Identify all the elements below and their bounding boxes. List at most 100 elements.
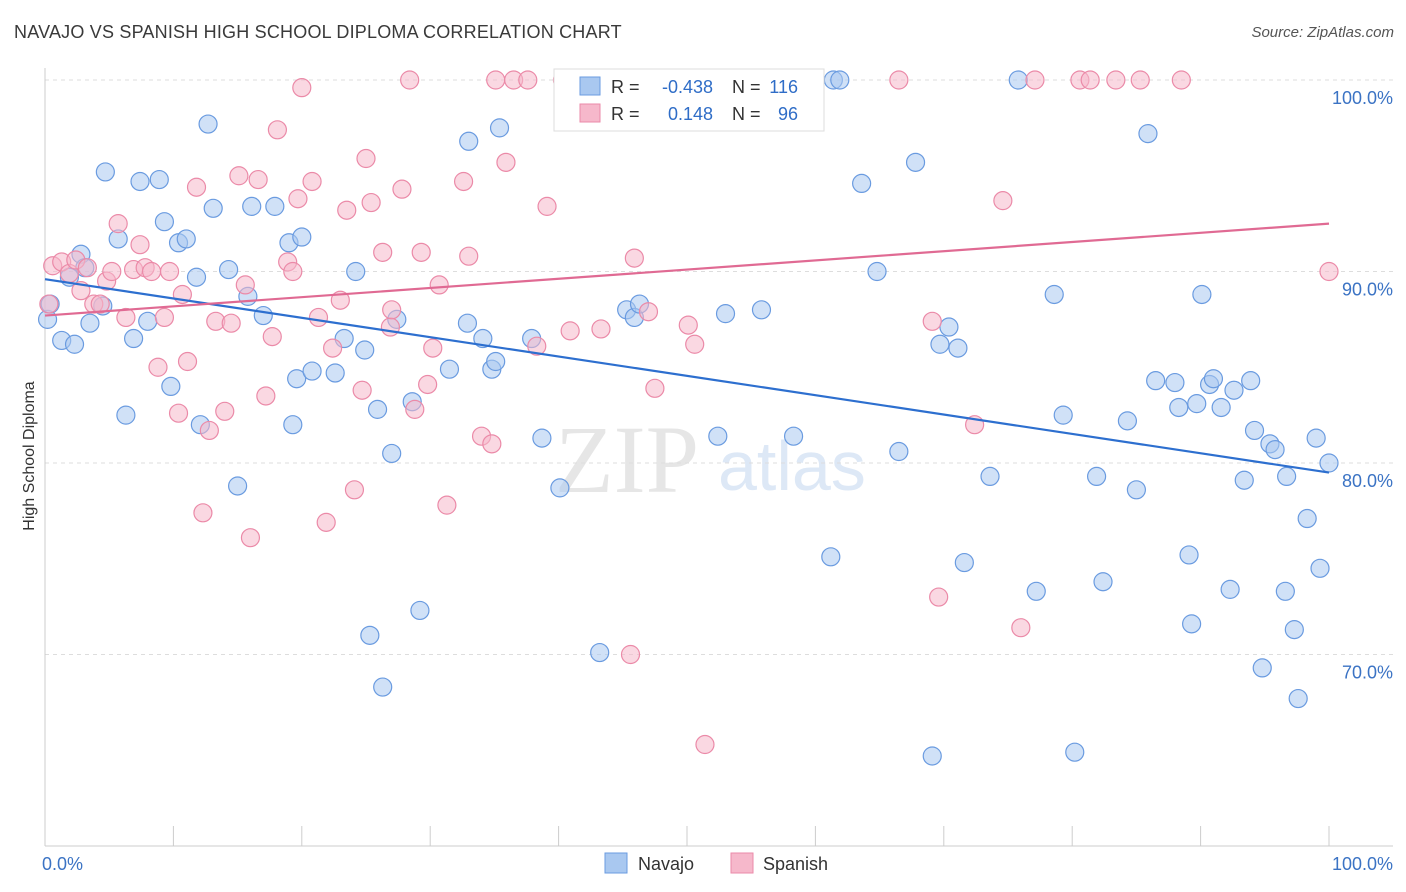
grid-lines: [45, 79, 1393, 655]
spanish-point: [102, 261, 122, 282]
y-tick-labels: 70.0% 80.0% 90.0% 100.0%: [1332, 88, 1393, 683]
legend-spanish-swatch: [730, 852, 754, 874]
spanish-point: [1171, 70, 1191, 90]
navajo-point: [123, 328, 144, 349]
navajo-point: [980, 466, 1000, 487]
navajo-stats-swatch: [579, 76, 601, 96]
navajo-point: [176, 229, 196, 249]
navajo-point: [292, 227, 312, 247]
navajo-point: [198, 114, 218, 134]
y-tick-label-70: 70.0%: [1342, 663, 1393, 683]
navajo-point: [367, 399, 388, 419]
spanish-point: [382, 300, 402, 320]
spanish-point: [323, 338, 343, 358]
navajo-point: [1093, 572, 1113, 592]
legend-navajo-label: Navajo: [638, 854, 694, 874]
spanish-point: [186, 177, 207, 197]
spanish-point: [337, 200, 357, 220]
y-tick-label-100: 100.0%: [1332, 88, 1393, 108]
navajo-point: [161, 376, 181, 396]
spanish-point: [453, 171, 474, 192]
navajo-point: [355, 340, 375, 360]
spanish-point: [288, 189, 308, 209]
navajo-point: [867, 261, 887, 282]
spanish-point: [486, 70, 506, 90]
spanish-point: [1025, 70, 1045, 90]
navajo-point: [1265, 439, 1285, 460]
spanish-point: [356, 148, 376, 169]
navajo-point: [95, 162, 115, 182]
spanish-point: [352, 380, 372, 400]
spanish-point: [344, 480, 365, 500]
navajo-point: [1203, 369, 1224, 389]
chart-title: NAVAJO VS SPANISH HIGH SCHOOL DIPLOMA CO…: [14, 22, 622, 42]
navajo-point: [954, 552, 974, 573]
navajo-point: [473, 328, 493, 349]
navajo-point: [905, 152, 926, 172]
stats-legend: R = -0.438 N = 116 R = 0.148 N = 96: [553, 68, 825, 132]
x-tick-label-max: 100.0%: [1332, 854, 1393, 874]
navajo-point: [1284, 620, 1304, 640]
spanish-point: [215, 401, 235, 421]
spanish-point: [148, 357, 168, 377]
navajo-point: [939, 317, 959, 337]
navajo-point: [486, 351, 506, 372]
y-tick-label-80: 80.0%: [1342, 471, 1393, 491]
navajo-point: [116, 405, 136, 425]
spanish-r-label: R =: [611, 104, 640, 124]
navajo-point: [283, 415, 303, 435]
navajo-n-label: N =: [732, 77, 761, 97]
navajo-point: [457, 313, 478, 333]
navajo-point: [1277, 466, 1297, 487]
navajo-point: [715, 304, 736, 324]
navajo-point: [154, 212, 175, 232]
spanish-point: [392, 179, 412, 199]
spanish-point: [929, 587, 949, 607]
spanish-point: [411, 242, 431, 262]
spanish-n-label: N =: [732, 104, 761, 124]
navajo-point: [1187, 394, 1207, 414]
spanish-point: [256, 386, 276, 406]
navajo-point: [1026, 581, 1046, 601]
navajo-point: [1306, 428, 1326, 448]
navajo-point: [219, 259, 239, 280]
navajo-point: [439, 359, 460, 379]
navajo-point: [360, 625, 380, 645]
legend-navajo-swatch: [604, 852, 628, 874]
navajo-point: [1224, 380, 1244, 400]
y-axis-label: High School Diploma: [21, 381, 38, 531]
navajo-n-value: 116: [769, 77, 798, 97]
spanish-point: [130, 235, 150, 255]
navajo-point: [751, 300, 772, 320]
navajo-point: [1053, 405, 1073, 425]
navajo-point: [459, 131, 479, 151]
navajo-point: [922, 746, 942, 766]
spanish-point: [316, 512, 336, 532]
spanish-stats-swatch: [579, 103, 601, 123]
navajo-point: [253, 305, 273, 326]
navajo-point: [186, 267, 207, 287]
spanish-point: [922, 311, 942, 331]
spanish-point: [695, 734, 715, 755]
spanish-point: [141, 261, 162, 282]
navajo-point: [1117, 411, 1138, 431]
navajo-point: [287, 369, 307, 389]
navajo-trend-line: [44, 278, 1330, 474]
navajo-point: [410, 600, 430, 621]
spanish-point: [193, 503, 213, 523]
spanish-point: [560, 321, 580, 341]
spanish-point: [423, 338, 443, 358]
navajo-point: [1234, 470, 1254, 490]
spanish-point: [429, 275, 449, 295]
navajo-point: [852, 173, 872, 194]
navajo-point: [1126, 480, 1147, 500]
spanish-point: [302, 171, 322, 192]
spanish-point: [591, 319, 611, 339]
navajo-point: [1138, 124, 1158, 144]
spanish-point: [496, 152, 516, 172]
x-tick-marks: [44, 826, 1330, 846]
spanish-point: [373, 242, 393, 262]
navajo-point: [228, 476, 248, 496]
spanish-point: [1130, 70, 1150, 90]
legend-spanish-label: Spanish: [763, 854, 828, 874]
